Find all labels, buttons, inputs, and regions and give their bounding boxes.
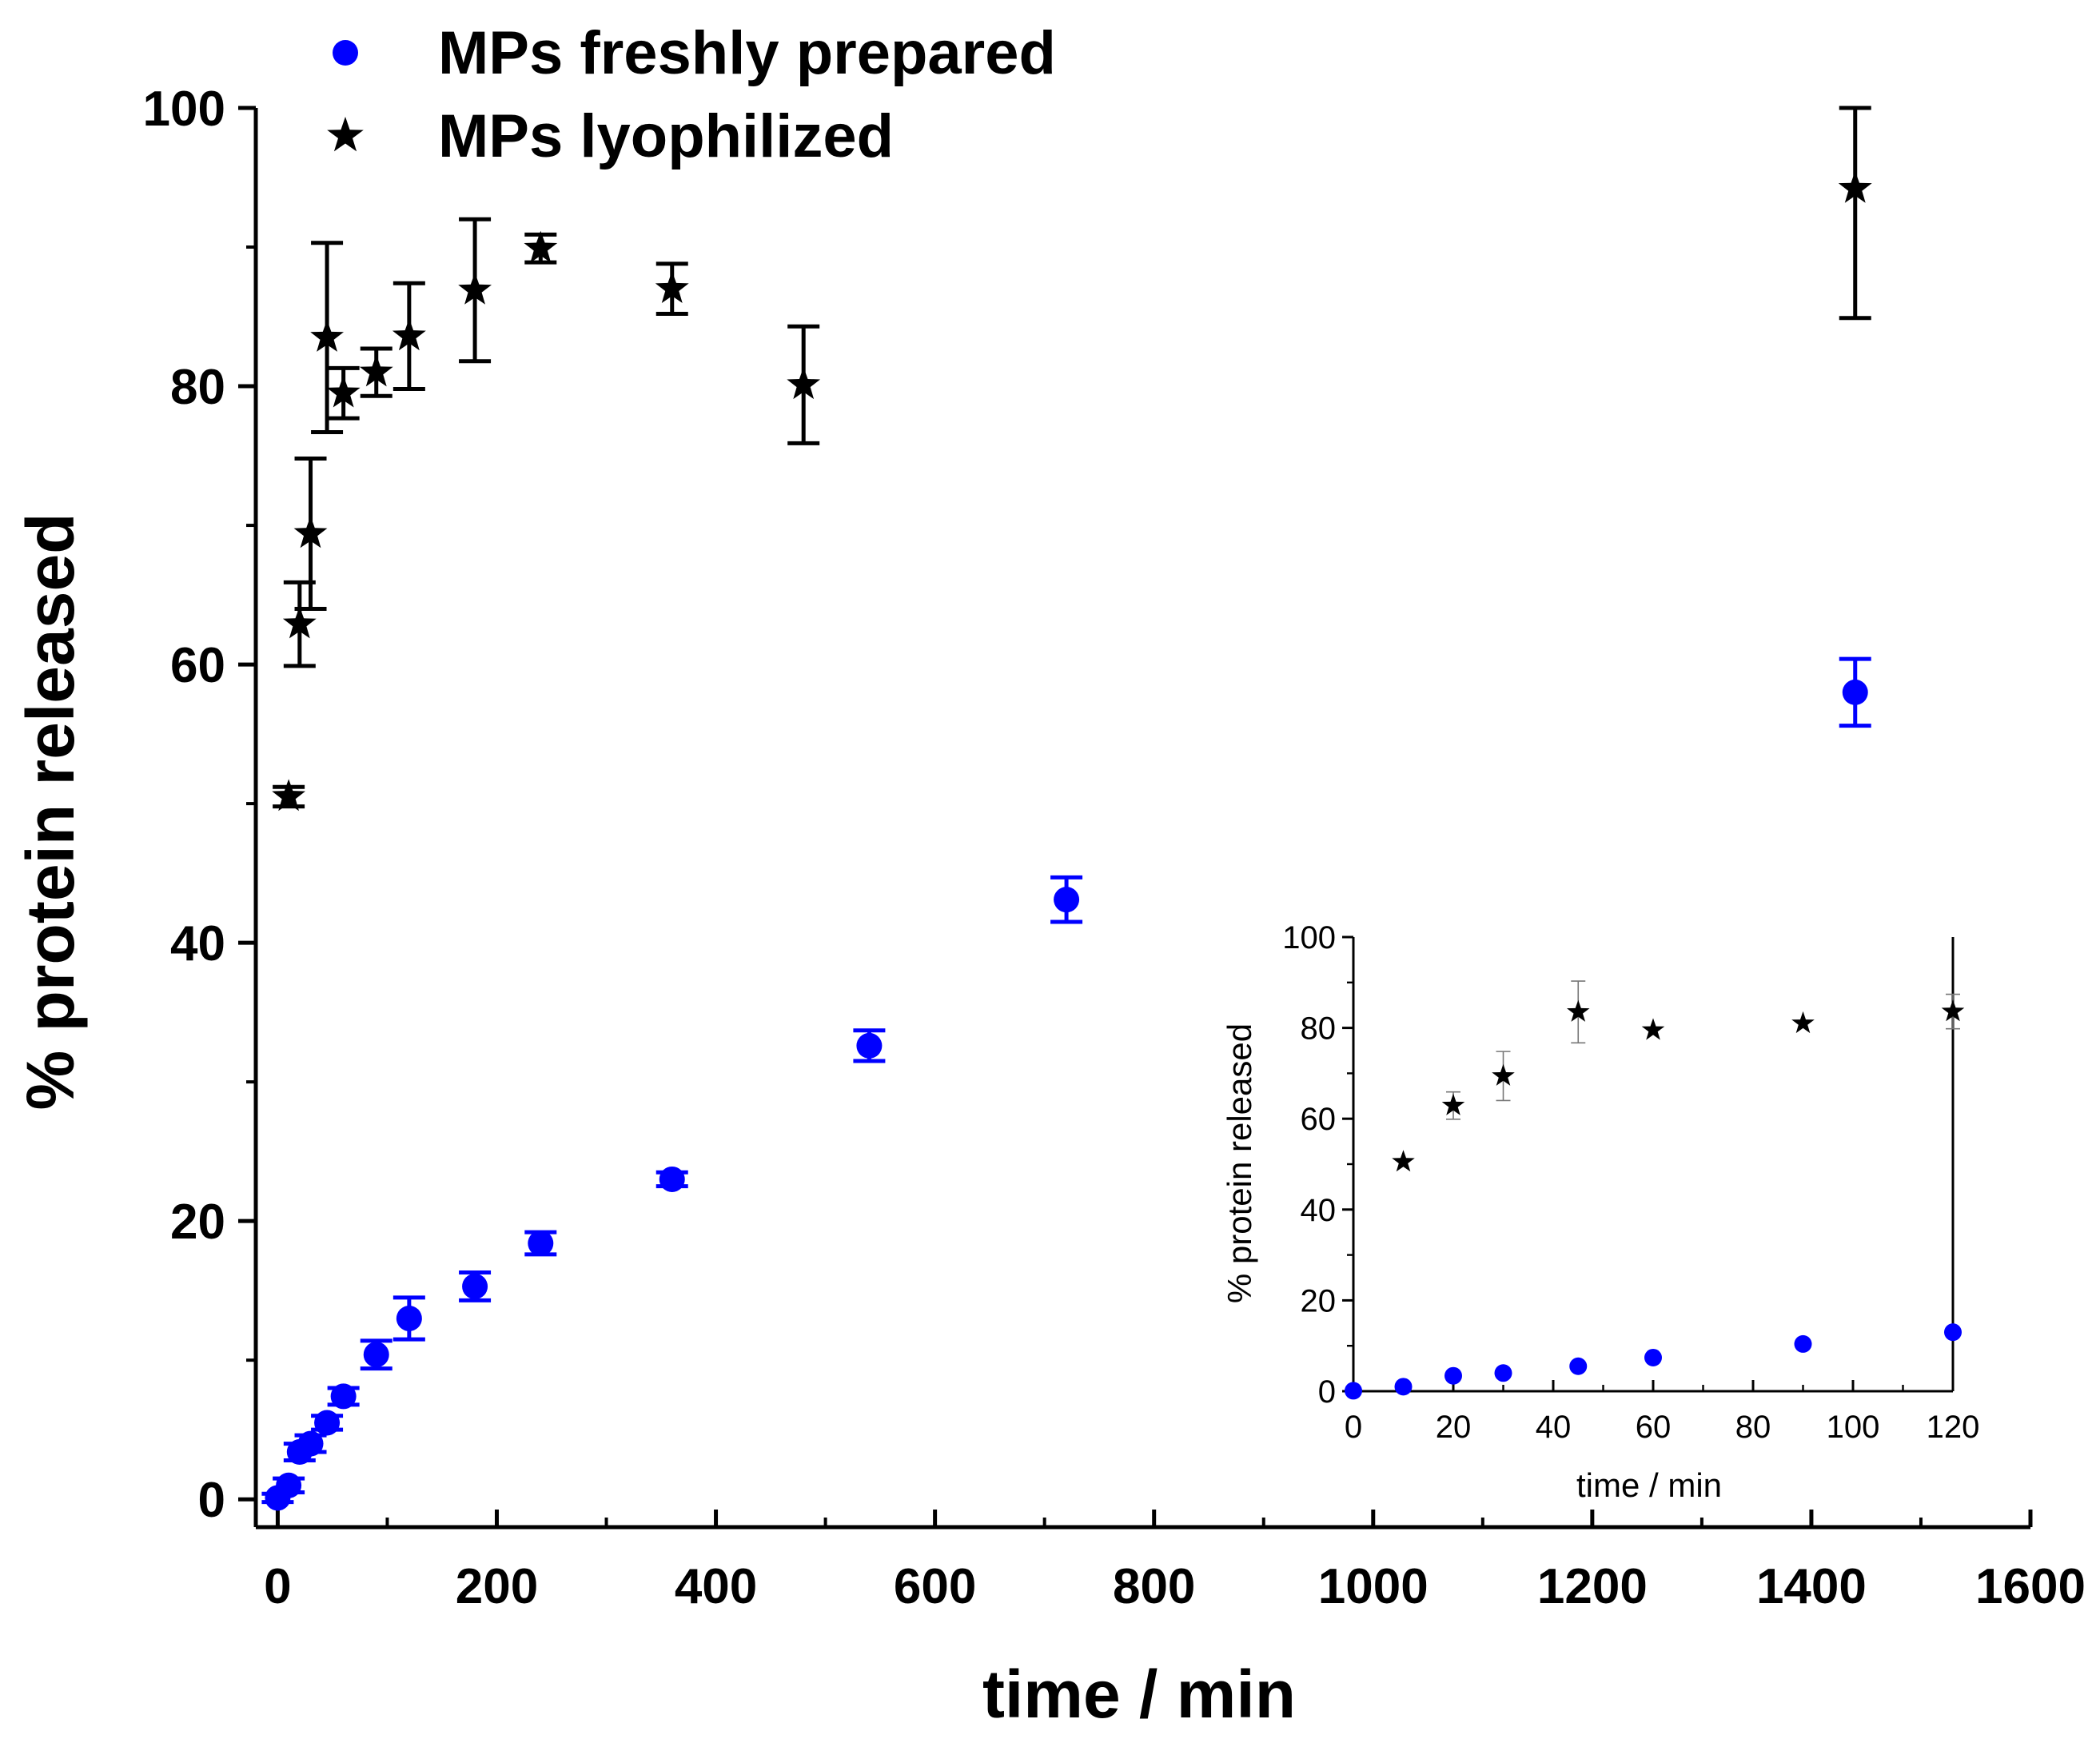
main-x-tick-label: 800: [1113, 1559, 1195, 1614]
main-point-lyophilized: [293, 516, 328, 548]
inset-point-lyophilized: [1791, 1011, 1815, 1034]
main-point-fresh: [1054, 887, 1080, 913]
inset-y-tick-label: 0: [1318, 1374, 1336, 1410]
main-y-tick-label: 100: [143, 82, 225, 137]
inset-x-tick-label: 60: [1636, 1410, 1672, 1445]
main-point-lyophilized: [392, 318, 426, 351]
inset-point-lyophilized: [1441, 1093, 1465, 1115]
main-point-lyophilized: [458, 273, 492, 305]
legend-label-fresh: MPs freshly prepared: [438, 19, 1056, 87]
inset-point-lyophilized: [1941, 999, 1965, 1022]
inset-x-tick-label: 80: [1735, 1410, 1771, 1445]
inset-x-tick-label: 20: [1436, 1410, 1472, 1445]
main-point-fresh: [396, 1305, 422, 1331]
main-point-fresh: [363, 1342, 389, 1368]
legend-marker-fresh: [333, 40, 358, 66]
main-point-fresh: [1842, 679, 1868, 705]
inset-y-tick-label: 100: [1282, 920, 1336, 955]
main-x-tick-label: 1600: [1975, 1559, 2086, 1614]
main-point-lyophilized: [655, 271, 689, 303]
inset-point-fresh: [1569, 1357, 1588, 1375]
main-series: [261, 106, 1872, 1511]
main-point-fresh: [330, 1383, 357, 1410]
inset-point-fresh: [1944, 1323, 1962, 1342]
inset-series: [1345, 980, 1965, 1400]
main-y-tick-label: 20: [170, 1195, 225, 1250]
main-x-tick-label: 400: [675, 1559, 757, 1614]
main-y-tick-label: 60: [170, 638, 225, 693]
main-point-lyophilized: [326, 375, 361, 408]
main-y-tick-label: 80: [170, 360, 225, 415]
inset-x-tick-label: 100: [1827, 1410, 1880, 1445]
main-x-tick-label: 1400: [1756, 1559, 1867, 1614]
inset-point-fresh: [1494, 1364, 1512, 1382]
inset-y-axis-title: % protein released: [1221, 1023, 1258, 1303]
main-point-fresh: [462, 1273, 488, 1299]
main-point-lyophilized: [310, 320, 344, 352]
main-y-axis-title: % protein released: [13, 513, 88, 1111]
inset-point-fresh: [1394, 1378, 1413, 1396]
main-point-lyophilized: [272, 779, 305, 812]
main-ticks: 0 200 400 600 800 1000 1200 1400 160002040608010…: [143, 82, 2086, 1614]
main-x-tick-label: 0: [264, 1559, 291, 1614]
inset-point-lyophilized: [1492, 1063, 1515, 1086]
main-point-fresh: [659, 1166, 685, 1192]
inset-axes: [1352, 937, 1955, 1393]
inset-x-tick-label: 120: [1927, 1410, 1980, 1445]
main-point-lyophilized: [359, 354, 393, 387]
main-point-fresh: [856, 1032, 883, 1059]
inset-x-tick-label: 0: [1345, 1410, 1362, 1445]
inset-x-tick-label: 40: [1536, 1410, 1572, 1445]
main-axes: [253, 108, 2030, 1530]
main-point-fresh: [314, 1410, 341, 1436]
inset-point-fresh: [1794, 1334, 1812, 1353]
inset-y-tick-label: 40: [1301, 1193, 1337, 1228]
main-x-tick-label: 200: [456, 1559, 538, 1614]
main-x-tick-label: 600: [894, 1559, 976, 1614]
inset-y-tick-label: 80: [1301, 1011, 1337, 1047]
main-x-axis-title: time / min: [982, 1657, 1296, 1732]
inset-point-fresh: [1345, 1382, 1362, 1400]
main-point-lyophilized: [787, 367, 821, 400]
inset-point-lyophilized: [1567, 999, 1590, 1022]
main-y-tick-label: 40: [170, 916, 225, 971]
inset-point-lyophilized: [1641, 1018, 1665, 1040]
inset-ticks: 0 20 40 60 80 100 120 0 20 40 60 80 100: [1282, 920, 1979, 1445]
main-x-tick-label: 1000: [1318, 1559, 1429, 1614]
main-point-fresh: [276, 1472, 302, 1498]
inset-point-fresh: [1444, 1366, 1462, 1385]
main-point-lyophilized: [282, 606, 317, 639]
inset-plot: 0 20 40 60 80 100 120 0 20 40 60 80 100 time / min %…: [1221, 920, 1979, 1504]
main-point-lyophilized: [1838, 170, 1872, 203]
main-y-tick-label: 0: [198, 1473, 225, 1528]
inset-x-axis-title: time / min: [1576, 1466, 1722, 1504]
main-x-tick-label: 1200: [1537, 1559, 1648, 1614]
main-point-fresh: [297, 1430, 324, 1457]
main-point-fresh: [528, 1231, 554, 1256]
main-point-lyophilized: [524, 230, 558, 263]
inset-point-lyophilized: [1392, 1150, 1415, 1172]
inset-y-tick-label: 20: [1301, 1283, 1337, 1318]
main-plot: 0 200 400 600 800 1000 1200 1400 160002040608010…: [13, 82, 2086, 1732]
legend: MPs freshly prepared MPs lyophilized: [327, 19, 1056, 170]
inset-y-tick-label: 60: [1301, 1102, 1337, 1137]
inset-point-fresh: [1644, 1348, 1662, 1366]
legend-label-lyophilized: MPs lyophilized: [438, 102, 894, 170]
legend-marker-lyophilized: [327, 117, 364, 152]
